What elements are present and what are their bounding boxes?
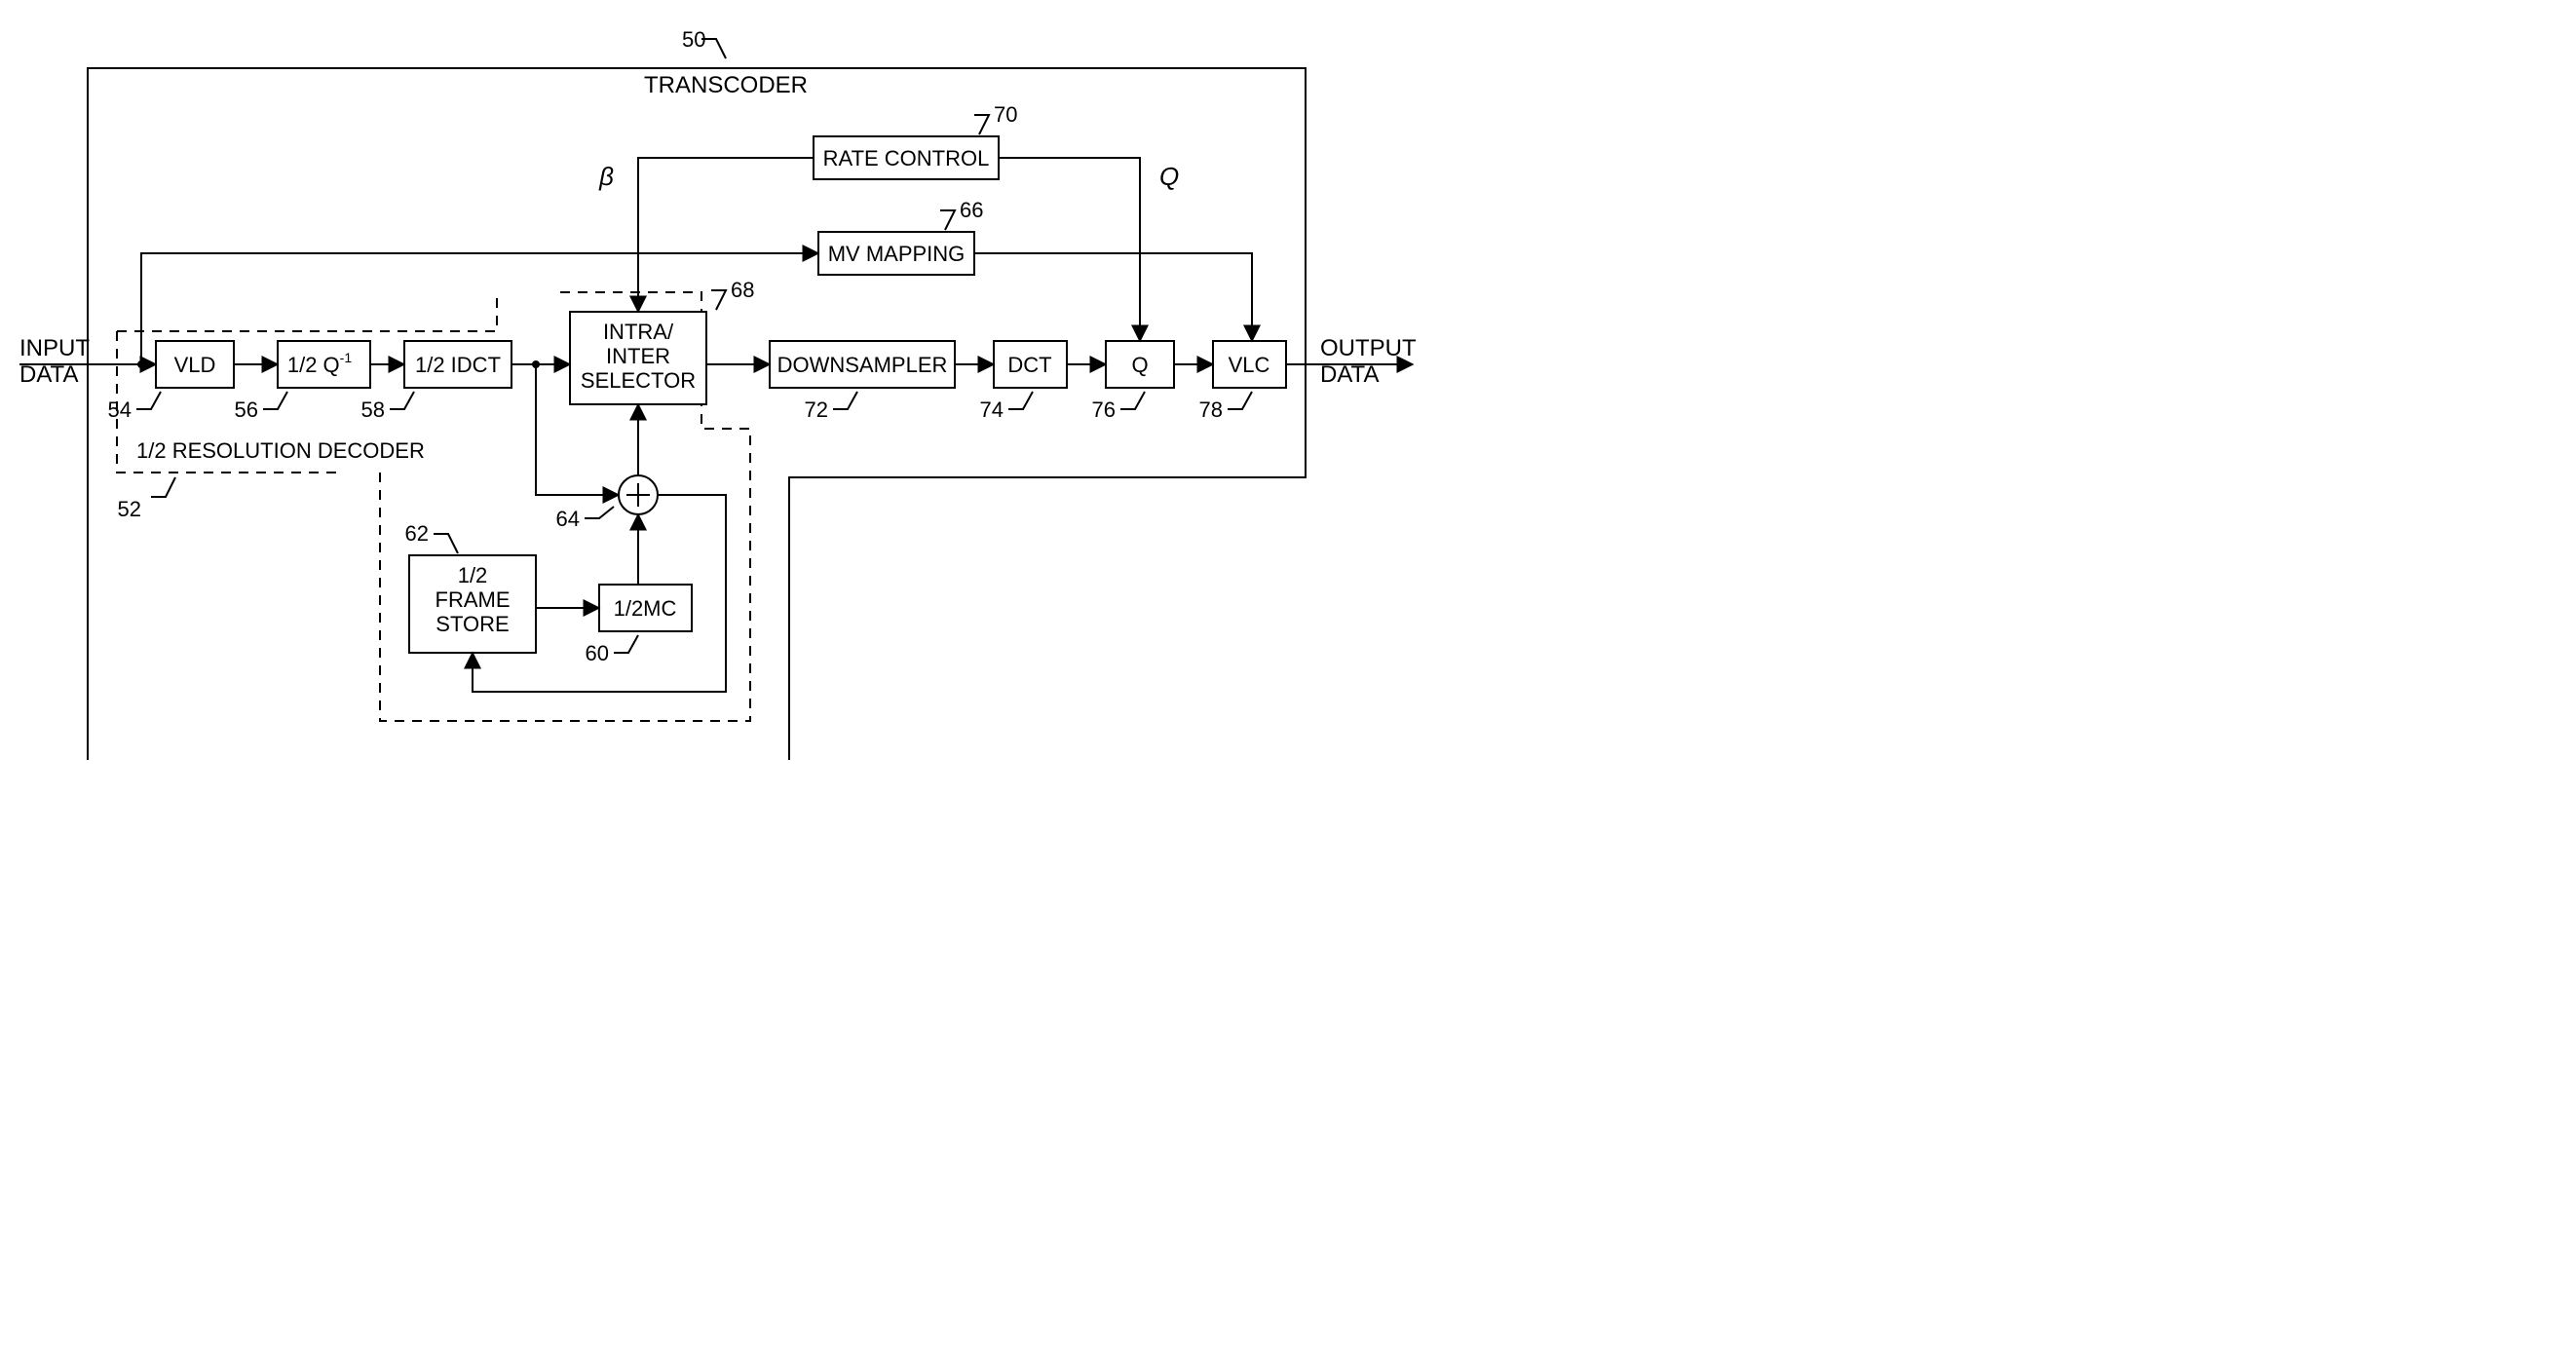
title-label: TRANSCODER <box>644 72 808 98</box>
ref-64: 64 <box>556 507 580 531</box>
q-symbol: Q <box>1159 162 1179 191</box>
ref-60: 60 <box>586 641 609 665</box>
framestore-l2: FRAME <box>436 587 511 612</box>
ref-66: 66 <box>960 198 983 222</box>
downsamp-label: DOWNSAMPLER <box>777 353 948 377</box>
ref-52: 52 <box>118 497 141 521</box>
ref-58: 58 <box>361 397 385 422</box>
ref-54: 54 <box>108 397 132 422</box>
ref-68: 68 <box>731 278 754 302</box>
selector-l1: INTRA/ <box>603 320 674 344</box>
dct-label: DCT <box>1007 353 1051 377</box>
selector-l2: INTER <box>606 344 670 368</box>
ref-56: 56 <box>235 397 258 422</box>
ref-74: 74 <box>980 397 1004 422</box>
ref-62: 62 <box>405 521 429 546</box>
vld-label: VLD <box>174 353 216 377</box>
vlc-label: VLC <box>1229 353 1270 377</box>
ref-72: 72 <box>805 397 828 422</box>
halfidct-label: 1/2 IDCT <box>415 353 501 377</box>
framestore-l3: STORE <box>436 612 509 636</box>
beta-symbol: β <box>598 162 614 191</box>
halfmc-label: 1/2MC <box>614 596 677 621</box>
ref-50: 50 <box>682 27 705 52</box>
decoder-label: 1/2 RESOLUTION DECODER <box>136 438 425 463</box>
ref-76: 76 <box>1092 397 1116 422</box>
framestore-l1: 1/2 <box>458 563 488 587</box>
output-label-top: OUTPUT <box>1320 335 1417 361</box>
input-label-top: INPUT <box>19 335 90 361</box>
ref-78: 78 <box>1199 397 1223 422</box>
ratectrl-label: RATE CONTROL <box>823 146 990 170</box>
output-label-bot: DATA <box>1320 361 1379 388</box>
mvmap-label: MV MAPPING <box>828 242 966 266</box>
selector-l3: SELECTOR <box>581 368 696 393</box>
ref-70: 70 <box>994 102 1017 127</box>
q-label: Q <box>1131 353 1148 377</box>
input-label-bot: DATA <box>19 361 78 388</box>
